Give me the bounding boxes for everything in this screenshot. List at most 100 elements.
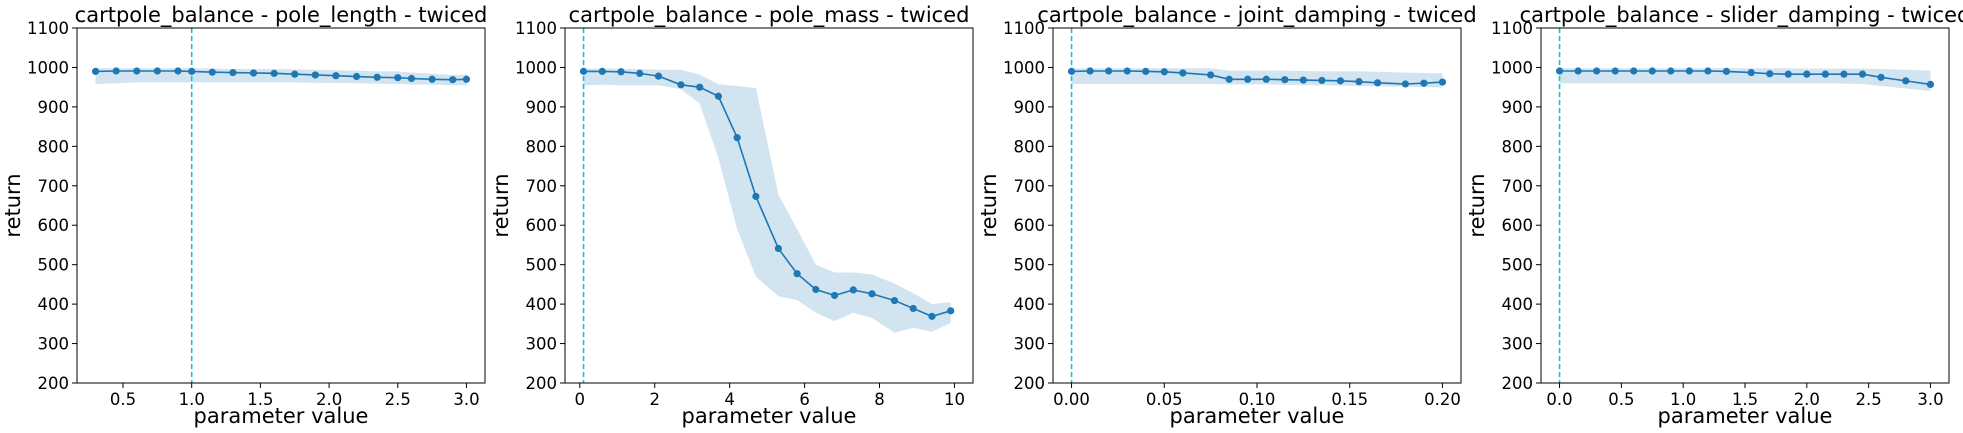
chart-panel-pole-mass: 0 2 4 6 8 10 200 300 400 500 600 700 800 900 1000 1100 c… [489, 3, 974, 428]
data-point [1281, 76, 1289, 84]
data-point [112, 67, 120, 75]
data-point [909, 304, 917, 313]
y-axis-label: return [489, 173, 513, 237]
data-point [1926, 80, 1935, 89]
x-axis-label: parameter value [194, 404, 369, 428]
data-point [1821, 70, 1829, 78]
data-point [1685, 67, 1693, 75]
data-point [153, 67, 161, 75]
y-tick-label: 1100 [1003, 19, 1045, 38]
y-tick-label: 900 [1502, 98, 1534, 117]
data-point [1840, 70, 1848, 78]
data-point [270, 69, 278, 77]
y-tick-label: 800 [526, 137, 558, 156]
data-point [1747, 68, 1755, 77]
y-tick-label: 200 [1502, 374, 1534, 393]
y-tick-label: 800 [1014, 137, 1046, 156]
x-tick-label: 3.0 [453, 390, 479, 409]
data-point [352, 72, 361, 81]
data-point [636, 69, 644, 77]
data-point [449, 76, 457, 84]
x-tick-label: 4 [724, 390, 735, 409]
data-point [1160, 68, 1168, 76]
data-point [714, 92, 723, 100]
data-point [774, 244, 782, 253]
data-point [830, 291, 839, 300]
data-point [174, 67, 182, 75]
data-point [598, 67, 606, 75]
data-point [1299, 76, 1307, 84]
data-point [407, 74, 416, 83]
data-point [1648, 67, 1656, 75]
y-tick-label: 700 [1502, 177, 1534, 196]
y-tick-label: 400 [38, 295, 70, 314]
chart-panel-slider-damping: 0.0 0.5 1.0 1.5 2.0 2.5 3.0 200 300 400 500 600 700 8… [1465, 3, 1963, 428]
data-point [1858, 70, 1867, 78]
x-tick-label: 2.5 [1856, 390, 1882, 409]
data-point [1574, 67, 1582, 75]
y-tick-label: 1000 [1003, 58, 1045, 77]
y-tick-label: 400 [1014, 295, 1046, 314]
data-point [1179, 69, 1187, 77]
data-point [1877, 73, 1885, 81]
y-tick-label: 400 [526, 295, 558, 314]
x-axis-label: parameter value [682, 404, 857, 428]
data-point [1902, 77, 1910, 85]
x-tick-label: 6 [799, 390, 810, 409]
data-point [1704, 67, 1712, 75]
y-tick-label: 700 [1014, 177, 1046, 196]
data-point [462, 75, 471, 83]
y-tick-label: 300 [526, 335, 558, 354]
y-tick-label: 200 [1014, 374, 1046, 393]
y-tick-label: 900 [1014, 98, 1046, 117]
x-tick-label: 0.0 [1546, 390, 1572, 409]
data-point [1123, 67, 1131, 75]
data-point [133, 67, 141, 75]
chart-title: cartpole_balance - slider_damping - twic… [1520, 3, 1963, 28]
y-tick-label: 200 [38, 374, 70, 393]
y-tick-label: 500 [38, 256, 70, 275]
data-point [1593, 67, 1601, 75]
data-point [91, 67, 100, 75]
data-point [1067, 67, 1076, 75]
chart-panel-pole-length: 0.5 1.0 1.5 2.0 2.5 3.0 200 300 400 500 600 700 800 9… [1, 3, 487, 428]
y-tick-label: 200 [526, 374, 558, 393]
x-tick-label: 0.05 [1146, 390, 1183, 409]
data-point [812, 285, 820, 294]
data-point [188, 67, 196, 75]
x-tick-label: 1.0 [1670, 390, 1696, 409]
y-tick-label: 600 [38, 216, 70, 235]
y-tick-label: 300 [1502, 335, 1534, 354]
chart-panel-joint-damping: 0.00 0.05 0.10 0.15 0.20 200 300 400 500 600 700 80… [977, 3, 1477, 428]
y-tick-label: 500 [1014, 256, 1046, 275]
data-point [1207, 71, 1215, 79]
data-point [1555, 67, 1564, 75]
y-tick-label: 500 [1502, 256, 1534, 275]
data-point [579, 67, 588, 75]
data-point [1142, 67, 1150, 75]
x-tick-label: 10 [944, 390, 965, 409]
x-tick-label: 0 [575, 390, 586, 409]
data-point [1438, 78, 1447, 86]
x-tick-label: 0.5 [1608, 390, 1634, 409]
data-point [373, 73, 381, 81]
data-point [311, 71, 319, 79]
data-point [332, 72, 340, 80]
data-point [696, 83, 704, 91]
data-point [1086, 67, 1094, 75]
data-point [1373, 79, 1382, 87]
y-tick-label: 900 [38, 98, 70, 117]
data-point [677, 81, 685, 89]
y-tick-label: 500 [526, 256, 558, 275]
data-point [1420, 79, 1428, 87]
confidence-band [583, 68, 951, 333]
chart-title: cartpole_balance - joint_damping - twice… [1037, 3, 1476, 28]
data-point [1225, 75, 1233, 83]
data-point [394, 74, 402, 82]
data-point [928, 312, 936, 320]
data-point [1611, 67, 1619, 75]
data-point [793, 270, 801, 278]
data-point [849, 286, 857, 294]
data-point [1630, 67, 1638, 75]
data-point [208, 68, 216, 76]
